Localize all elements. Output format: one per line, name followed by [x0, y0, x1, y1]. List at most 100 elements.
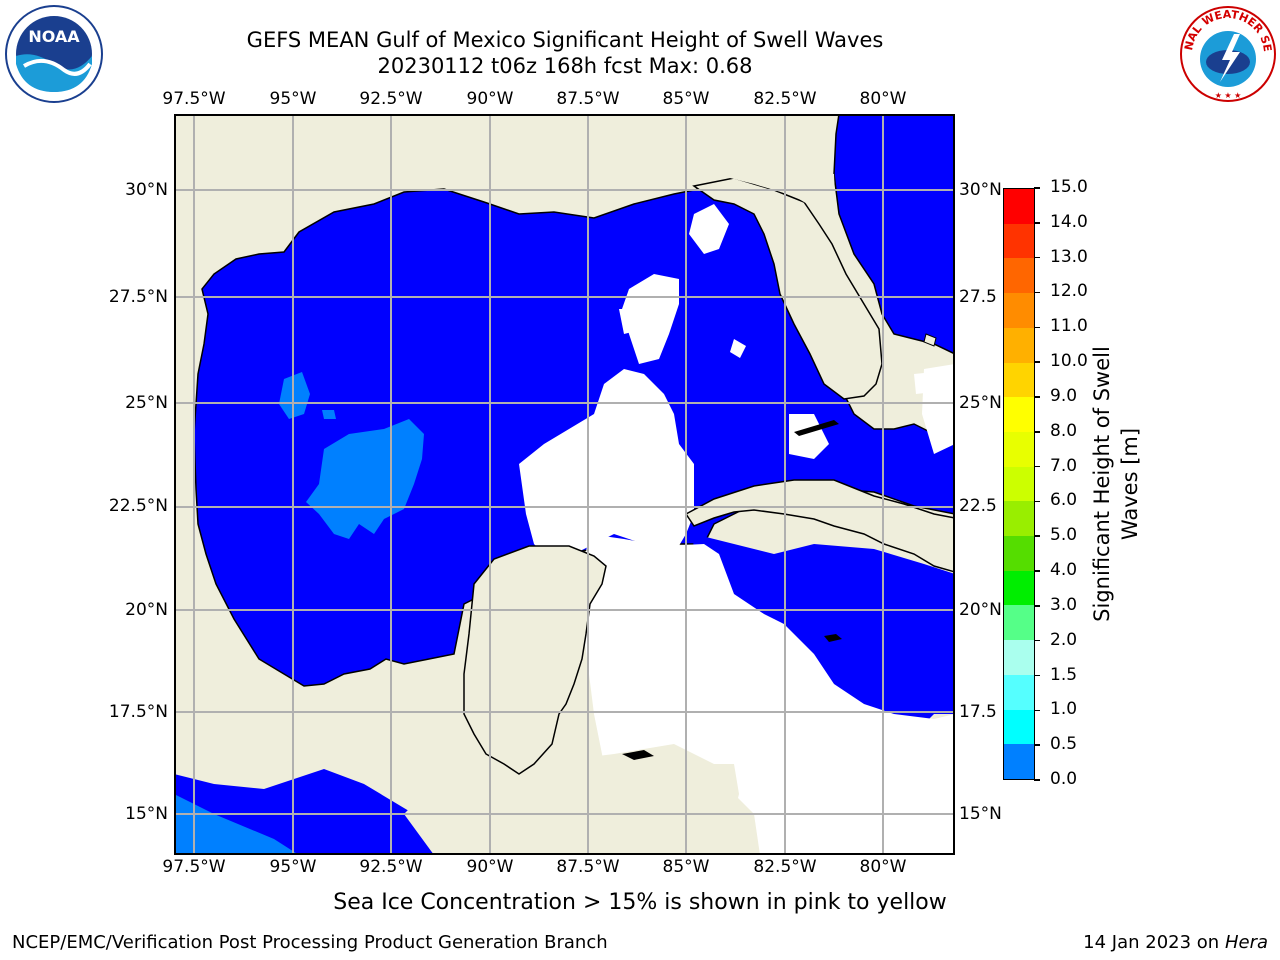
lon-label-bottom: 95°W — [269, 857, 317, 877]
yucatan-land — [463, 545, 607, 775]
colorbar-tick-mark — [1034, 535, 1040, 537]
chart-subtitle: 20230112 t06z 168h fcst Max: 0.68 — [377, 54, 753, 78]
lat-label-right: 30°N — [959, 180, 1002, 200]
lon-label-bottom: 85°W — [662, 857, 710, 877]
colorbar-tick-mark — [1034, 779, 1040, 781]
lon-label-top: 85°W — [662, 89, 710, 109]
lat-label-right: 20°N — [959, 600, 1002, 620]
colorbar-band — [1004, 466, 1034, 502]
noaa-logo: NOAA — [4, 4, 104, 104]
colorbar-tick-label: 10.0 — [1050, 351, 1088, 372]
florida-land — [692, 177, 883, 400]
colorbar-tick-label: 8.0 — [1050, 420, 1078, 441]
colorbar-tick-label: 7.0 — [1050, 455, 1078, 476]
colorbar-band — [1004, 327, 1034, 363]
lon-label-top: 92.5°W — [359, 89, 423, 109]
colorbar-tick-label: 0.0 — [1050, 769, 1078, 789]
sea-ice-note: Sea Ice Concentration > 15% is shown in … — [333, 890, 947, 915]
colorbar-tick-label: 12.0 — [1050, 281, 1088, 302]
footer-credit: NCEP/EMC/Verification Post Processing Pr… — [12, 932, 608, 953]
colorbar-tick-label: 9.0 — [1050, 385, 1078, 406]
colorbar-band — [1004, 501, 1034, 537]
colorbar-band — [1004, 258, 1034, 294]
graticule — [174, 114, 955, 855]
footer-date-text: 14 Jan 2023 on — [1083, 932, 1225, 953]
colorbar-tick-mark — [1034, 674, 1040, 677]
lat-label-left: 17.5°N — [108, 702, 168, 722]
lon-label-bottom: 90°W — [466, 857, 514, 877]
colorbar-tick-mark — [1034, 187, 1040, 189]
lon-label-bottom: 87.5°W — [556, 857, 620, 877]
lon-label-top: 90°W — [466, 89, 514, 109]
footer-date: 14 Jan 2023 on Hera — [1083, 932, 1268, 953]
lat-label-right: 27.5 — [959, 287, 997, 307]
colorbar-tick-mark — [1034, 361, 1040, 363]
colorbar-tick-label: 1.0 — [1050, 699, 1078, 720]
colorbar-tick-label: 0.5 — [1050, 734, 1078, 755]
lat-label-left: 30°N — [125, 180, 168, 200]
colorbar-tick-mark — [1034, 431, 1040, 433]
colorbar-band — [1004, 709, 1034, 745]
colorbar-band — [1004, 744, 1034, 779]
lon-label-top: 95°W — [269, 89, 317, 109]
swell-patch-small — [279, 372, 310, 419]
colorbar-tick-mark — [1034, 396, 1040, 398]
colorbar-band — [1004, 605, 1034, 641]
lon-label-top: 97.5°W — [162, 89, 226, 109]
colorbar-tick-label: 5.0 — [1050, 525, 1078, 546]
lon-label-top: 80°W — [859, 89, 907, 109]
lon-label-bottom: 80°W — [859, 857, 907, 877]
lat-label-left: 20°N — [125, 600, 168, 620]
colorbar — [1003, 188, 1035, 780]
colorbar-band — [1004, 397, 1034, 432]
lat-label-right: 22.5 — [959, 496, 997, 516]
lat-label-right: 15°N — [959, 804, 1002, 824]
colorbar-tick-mark — [1034, 709, 1040, 712]
lat-label-right: 17.5 — [959, 702, 997, 722]
colorbar-band — [1004, 362, 1034, 398]
colorbar-tick-mark — [1034, 291, 1040, 294]
no-data-region — [519, 369, 694, 564]
colorbar-tick-label: 4.0 — [1050, 560, 1078, 581]
lon-label-top: 87.5°W — [556, 89, 620, 109]
colorbar-tick-label: 6.0 — [1050, 490, 1078, 511]
lat-label-right: 25°N — [959, 393, 1002, 413]
colorbar-tick-mark — [1034, 326, 1040, 329]
colorbar-tick-mark — [1034, 639, 1040, 642]
map-plot-area — [174, 114, 955, 855]
svg-text:NOAA: NOAA — [28, 27, 80, 46]
colorbar-tick-label: 1.5 — [1050, 664, 1078, 685]
colorbar-tick-mark — [1034, 465, 1040, 468]
colorbar-tick-mark — [1034, 222, 1040, 224]
colorbar-tick-mark — [1034, 256, 1040, 259]
colorbar-tick-mark — [1034, 570, 1040, 572]
colorbar-band — [1004, 189, 1034, 224]
lat-label-left: 25°N — [125, 393, 168, 413]
swell-patch-main — [306, 419, 424, 539]
colorbar-tick-label: 15.0 — [1050, 177, 1088, 197]
colorbar-label: Significant Height of Swell Waves [m] — [1090, 346, 1142, 622]
pacific-ocean-lighter — [174, 794, 299, 855]
svg-text:★ ★ ★: ★ ★ ★ — [1215, 91, 1242, 100]
map-frame — [174, 114, 955, 855]
lat-label-left: 15°N — [125, 804, 168, 824]
colorbar-band — [1004, 570, 1034, 606]
colorbar-band — [1004, 674, 1034, 710]
colorbar-band — [1004, 223, 1034, 259]
colorbar-tick-mark — [1034, 500, 1040, 503]
colorbar-tick-mark — [1034, 744, 1040, 746]
colorbar-band — [1004, 640, 1034, 675]
colorbar-tick-label: 2.0 — [1050, 629, 1078, 650]
lon-label-bottom: 82.5°W — [753, 857, 817, 877]
colorbar-band — [1004, 431, 1034, 467]
chart-title: GEFS MEAN Gulf of Mexico Significant Hei… — [246, 28, 884, 52]
colorbar-ticks: 15.0 14.0 13.0 12.0 11.0 10.0 9.0 8.0 7.0 6.0 5.0 4… — [1034, 177, 1094, 789]
cuba-land — [684, 479, 955, 573]
colorbar-tick-label: 13.0 — [1050, 246, 1088, 267]
lat-label-left: 27.5°N — [108, 287, 168, 307]
colorbar-band — [1004, 293, 1034, 328]
lon-label-bottom: 97.5°W — [162, 857, 226, 877]
lon-label-bottom: 92.5°W — [359, 857, 423, 877]
lat-label-left: 22.5°N — [108, 496, 168, 516]
colorbar-band — [1004, 536, 1034, 571]
